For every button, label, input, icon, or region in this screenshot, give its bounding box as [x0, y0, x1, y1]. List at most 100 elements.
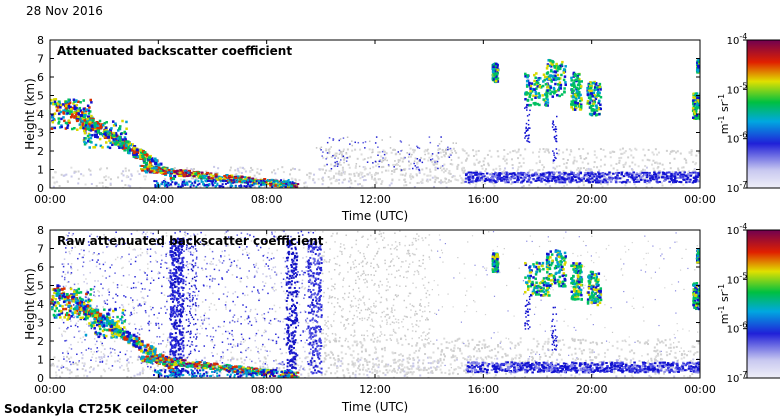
backscatter-cell: [383, 346, 386, 349]
backscatter-cell: [554, 90, 557, 93]
backscatter-cell: [533, 73, 536, 77]
backscatter-cell: [597, 171, 600, 174]
backscatter-cell: [659, 341, 662, 344]
backscatter-cell: [576, 102, 580, 105]
backscatter-cell: [285, 180, 288, 183]
backscatter-cell: [525, 79, 529, 83]
backscatter-cell: [559, 374, 562, 377]
backscatter-cell: [467, 345, 470, 348]
backscatter-cell: [364, 359, 367, 362]
backscatter-cell: [486, 372, 489, 375]
backscatter-cell: [342, 178, 345, 181]
backscatter-cell: [224, 286, 227, 288]
backscatter-cell: [199, 177, 203, 180]
backscatter-cell: [622, 180, 625, 183]
backscatter-cell: [692, 353, 695, 356]
backscatter-cell: [566, 183, 569, 186]
backscatter-cell: [334, 358, 337, 361]
backscatter-cell: [574, 73, 577, 77]
backscatter-cell: [555, 140, 557, 142]
backscatter-cell: [376, 356, 379, 359]
backscatter-cell: [532, 337, 535, 340]
backscatter-cell: [505, 176, 508, 179]
backscatter-cell: [483, 344, 486, 347]
backscatter-cell: [64, 108, 68, 112]
backscatter-cell: [303, 368, 306, 371]
backscatter-cell: [305, 356, 308, 359]
backscatter-cell: [186, 171, 190, 174]
backscatter-cell: [165, 183, 168, 186]
backscatter-cell: [308, 368, 311, 371]
backscatter-cell: [534, 101, 537, 105]
backscatter-cell: [196, 178, 199, 181]
backscatter-cell: [524, 97, 527, 101]
backscatter-cell: [118, 137, 121, 140]
backscatter-cell: [154, 185, 157, 188]
backscatter-cell: [78, 123, 82, 126]
backscatter-cell: [145, 171, 149, 174]
backscatter-cell: [594, 88, 598, 91]
backscatter-cell: [437, 167, 439, 170]
backscatter-cell: [457, 179, 460, 182]
backscatter-cell: [445, 341, 448, 344]
backscatter-cell: [403, 374, 406, 377]
backscatter-cell: [505, 372, 508, 375]
backscatter-cell: [118, 146, 121, 150]
backscatter-cell: [302, 257, 304, 259]
backscatter-cell: [660, 357, 663, 360]
backscatter-cell: [556, 93, 559, 97]
backscatter-cell: [509, 178, 513, 181]
backscatter-cell: [614, 176, 617, 179]
backscatter-cell: [472, 180, 475, 183]
backscatter-cell: [364, 179, 367, 182]
backscatter-cell: [587, 83, 591, 87]
backscatter-cell: [579, 358, 582, 361]
backscatter-cell: [539, 86, 543, 89]
backscatter-cell: [401, 363, 404, 366]
backscatter-cell: [229, 179, 233, 182]
backscatter-cell: [213, 165, 216, 168]
backscatter-cell: [673, 172, 676, 175]
backscatter-cell: [494, 181, 497, 184]
backscatter-cell: [344, 170, 347, 173]
backscatter-cell: [380, 160, 383, 163]
backscatter-cell: [377, 154, 379, 157]
backscatter-cell: [90, 182, 93, 185]
backscatter-cell: [214, 178, 218, 181]
backscatter-cell: [551, 126, 554, 128]
backscatter-cell: [456, 338, 459, 341]
backscatter-cell: [285, 182, 288, 185]
backscatter-cell: [258, 185, 261, 188]
backscatter-cell: [178, 171, 182, 174]
backscatter-cell: [385, 339, 388, 342]
backscatter-cell: [88, 110, 92, 113]
backscatter-cell: [556, 339, 559, 342]
backscatter-cell: [124, 170, 127, 173]
backscatter-cell: [656, 338, 659, 341]
backscatter-cell: [517, 148, 520, 151]
backscatter-cell: [455, 151, 458, 154]
backscatter-cell: [626, 174, 629, 177]
backscatter-cell: [604, 179, 607, 182]
backscatter-cell: [434, 176, 437, 179]
backscatter-cell: [579, 154, 582, 157]
backscatter-cell: [58, 109, 61, 112]
backscatter-cell: [454, 150, 456, 152]
backscatter-cell: [639, 177, 643, 180]
backscatter-cell: [697, 151, 700, 154]
backscatter-cell: [66, 126, 69, 130]
backscatter-cell: [443, 154, 446, 157]
backscatter-cell: [159, 167, 163, 170]
backscatter-cell: [341, 362, 344, 365]
backscatter-cell: [82, 99, 85, 102]
backscatter-cell: [643, 173, 647, 176]
backscatter-cell: [257, 182, 260, 185]
backscatter-cell: [234, 185, 237, 188]
backscatter-cell: [374, 173, 377, 176]
backscatter-cell: [427, 148, 429, 151]
backscatter-cell: [483, 363, 486, 366]
backscatter-cell: [448, 148, 451, 151]
backscatter-cell: [150, 170, 154, 173]
backscatter-cell: [412, 371, 415, 374]
backscatter-cell: [544, 340, 547, 343]
